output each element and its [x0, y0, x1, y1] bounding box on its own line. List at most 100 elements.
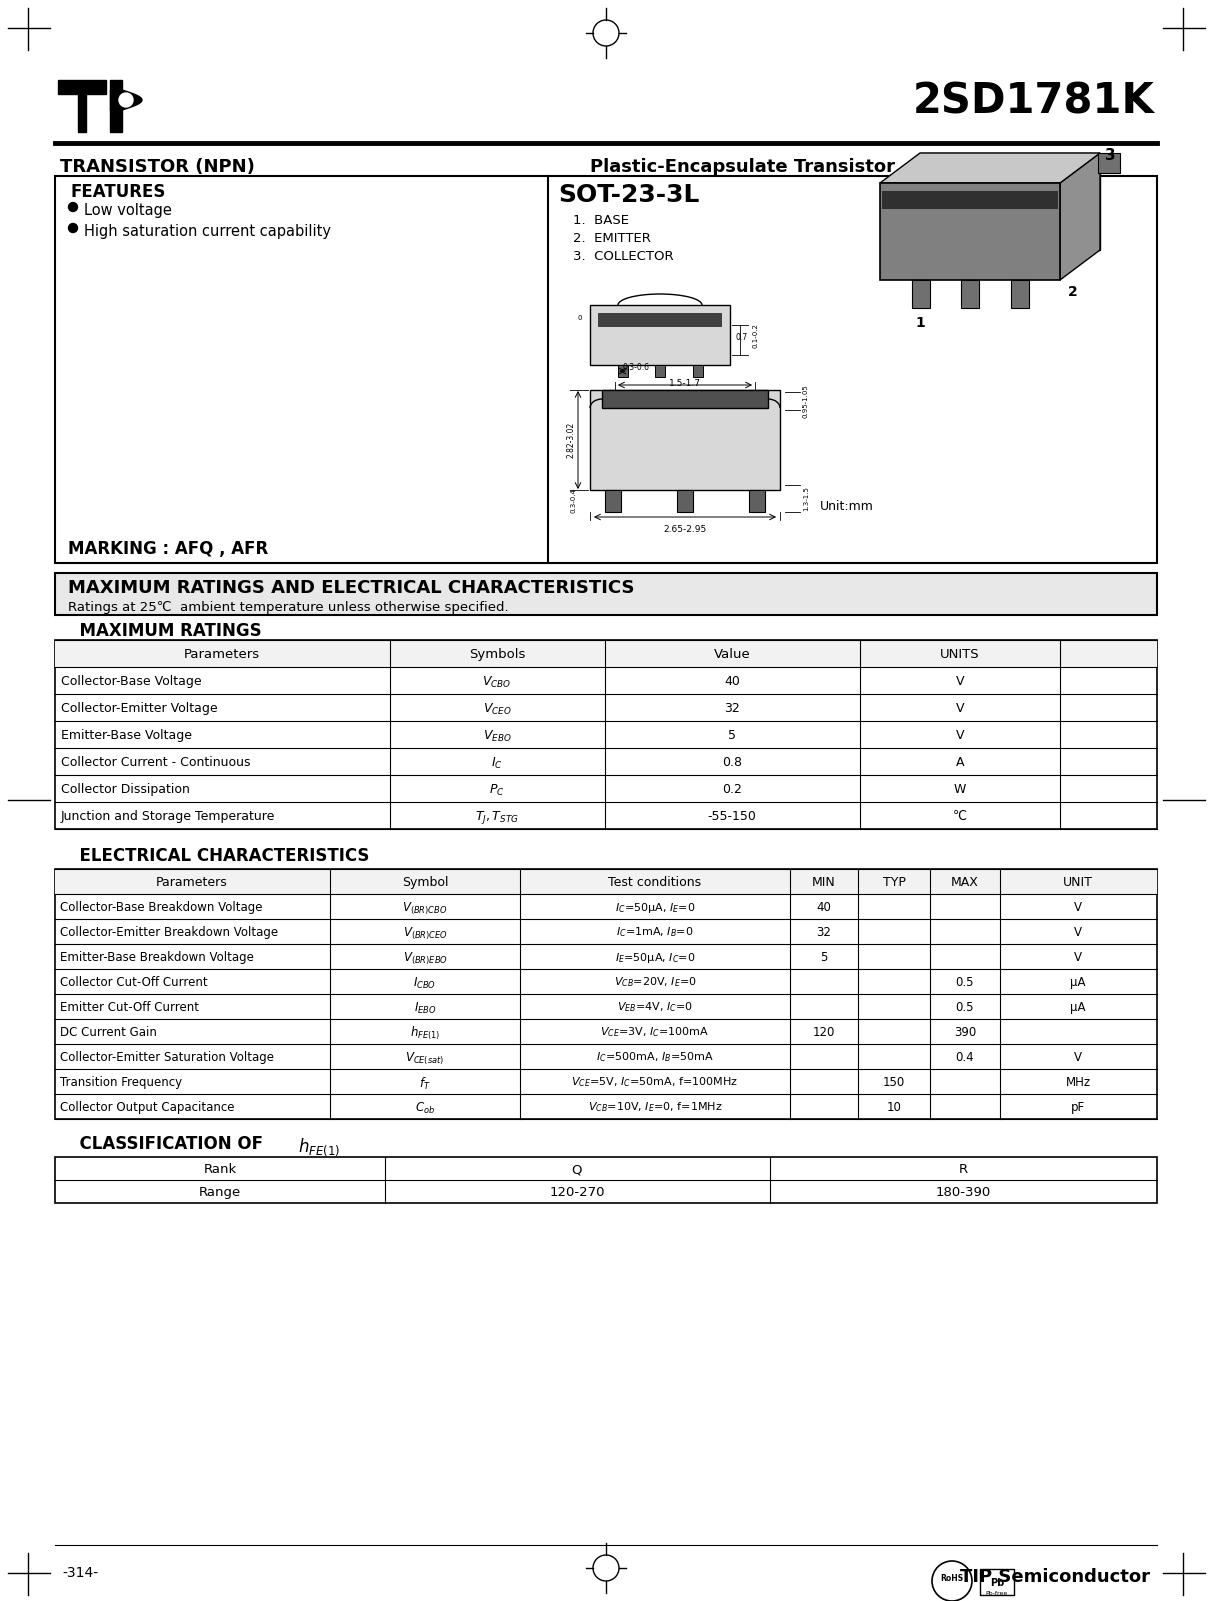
Polygon shape	[58, 80, 107, 131]
Text: $V_{CE}$=5V, $I_C$=50mA, f=100MHz: $V_{CE}$=5V, $I_C$=50mA, f=100MHz	[572, 1076, 739, 1089]
Text: 0.95-1.05: 0.95-1.05	[803, 384, 809, 418]
Bar	[110, 80, 122, 131]
Text: 5: 5	[820, 951, 827, 964]
Bar	[590, 391, 780, 490]
Text: 3.  COLLECTOR: 3. COLLECTOR	[573, 250, 673, 263]
Text: $h_{FE(1)}$: $h_{FE(1)}$	[409, 1025, 440, 1042]
Bar	[693, 365, 702, 376]
Text: $V_{CB}$=20V, $I_E$=0: $V_{CB}$=20V, $I_E$=0	[614, 975, 696, 989]
Text: 0: 0	[578, 315, 582, 320]
Bar	[606, 490, 621, 512]
Bar	[598, 314, 722, 327]
Text: MIN: MIN	[813, 876, 836, 889]
Text: Rank: Rank	[203, 1162, 236, 1177]
Text: $I_C$=50μA, $I_E$=0: $I_C$=50μA, $I_E$=0	[615, 900, 695, 914]
Text: High saturation current capability: High saturation current capability	[84, 224, 331, 239]
Text: R: R	[958, 1162, 968, 1177]
Text: V: V	[1074, 951, 1081, 964]
Text: 32: 32	[724, 701, 740, 716]
Text: Q: Q	[572, 1162, 582, 1177]
Text: Collector-Emitter Saturation Voltage: Collector-Emitter Saturation Voltage	[61, 1050, 274, 1065]
Text: Junction and Storage Temperature: Junction and Storage Temperature	[61, 810, 275, 823]
Bar	[110, 90, 122, 110]
Text: 0.2: 0.2	[722, 783, 742, 796]
Text: A: A	[955, 756, 964, 768]
Text: $C_{ob}$: $C_{ob}$	[415, 1101, 435, 1116]
Text: Collector-Emitter Voltage: Collector-Emitter Voltage	[61, 701, 218, 716]
Text: $V_{(BR)EBO}$: $V_{(BR)EBO}$	[402, 951, 447, 967]
Text: 0.7: 0.7	[735, 333, 747, 343]
Text: Pb-free: Pb-free	[986, 1590, 1008, 1596]
Bar	[590, 306, 730, 365]
Text: 0.8: 0.8	[722, 756, 742, 768]
Text: 10: 10	[886, 1101, 901, 1114]
Text: Emitter-Base Breakdown Voltage: Emitter-Base Breakdown Voltage	[61, 951, 254, 964]
Text: TRANSISTOR (NPN): TRANSISTOR (NPN)	[61, 158, 254, 176]
Text: $V_{CE(sat)}$: $V_{CE(sat)}$	[406, 1050, 444, 1066]
Bar	[655, 365, 665, 376]
Text: 120-270: 120-270	[550, 1186, 604, 1199]
Circle shape	[932, 1561, 972, 1601]
Text: Parameters: Parameters	[156, 876, 228, 889]
Text: 0.3-0.6: 0.3-0.6	[622, 363, 650, 371]
Text: Collector-Emitter Breakdown Voltage: Collector-Emitter Breakdown Voltage	[61, 925, 279, 940]
Text: $V_{(BR)CEO}$: $V_{(BR)CEO}$	[402, 925, 447, 941]
Text: $T_J,T_{STG}$: $T_J,T_{STG}$	[475, 809, 520, 826]
Bar	[980, 1569, 1014, 1595]
Text: Ratings at 25℃  ambient temperature unless otherwise specified.: Ratings at 25℃ ambient temperature unles…	[68, 600, 509, 615]
Bar	[618, 365, 627, 376]
Text: 1.3-1.5: 1.3-1.5	[803, 487, 809, 511]
Text: $V_{EBO}$: $V_{EBO}$	[483, 728, 511, 744]
Text: $I_C$=500mA, $I_B$=50mA: $I_C$=500mA, $I_B$=50mA	[596, 1050, 714, 1065]
Text: 120: 120	[813, 1026, 836, 1039]
Text: 0.1-0.2: 0.1-0.2	[752, 323, 758, 347]
Bar	[54, 573, 1157, 615]
Text: TIP Semiconductor: TIP Semiconductor	[960, 1567, 1150, 1587]
Text: MAXIMUM RATINGS: MAXIMUM RATINGS	[68, 623, 262, 640]
Text: Collector Output Capacitance: Collector Output Capacitance	[61, 1101, 235, 1114]
Text: $V_{CBO}$: $V_{CBO}$	[482, 676, 511, 690]
Text: 0.3-0.4: 0.3-0.4	[570, 488, 576, 514]
Text: μA: μA	[1071, 1001, 1086, 1013]
Text: Parameters: Parameters	[184, 648, 260, 661]
Text: 1: 1	[916, 315, 925, 330]
Text: RoHS: RoHS	[941, 1574, 964, 1582]
Text: $V_{CE}$=3V, $I_C$=100mA: $V_{CE}$=3V, $I_C$=100mA	[601, 1026, 710, 1039]
Text: pF: pF	[1071, 1101, 1085, 1114]
Text: $I_C$=1mA, $I_B$=0: $I_C$=1mA, $I_B$=0	[616, 925, 694, 940]
Text: MHz: MHz	[1066, 1076, 1091, 1089]
Text: TYP: TYP	[883, 876, 906, 889]
Text: W: W	[954, 783, 966, 796]
Text: 180-390: 180-390	[935, 1186, 991, 1199]
Bar	[920, 154, 1100, 250]
Text: MAXIMUM RATINGS AND ELECTRICAL CHARACTERISTICS: MAXIMUM RATINGS AND ELECTRICAL CHARACTER…	[68, 580, 635, 597]
Text: 2SD1781K: 2SD1781K	[913, 80, 1155, 122]
Bar	[1098, 154, 1120, 173]
Text: 1.5-1.7: 1.5-1.7	[668, 379, 701, 387]
Text: ℃: ℃	[953, 810, 968, 823]
Text: Test conditions: Test conditions	[608, 876, 701, 889]
Text: $V_{EB}$=4V, $I_C$=0: $V_{EB}$=4V, $I_C$=0	[618, 1001, 693, 1015]
Text: -55-150: -55-150	[707, 810, 757, 823]
Text: $V_{CEO}$: $V_{CEO}$	[483, 701, 511, 717]
Text: Transition Frequency: Transition Frequency	[61, 1076, 182, 1089]
Text: FEATURES: FEATURES	[70, 183, 166, 202]
Text: 2.65-2.95: 2.65-2.95	[664, 525, 707, 535]
Text: 40: 40	[724, 676, 740, 688]
Circle shape	[119, 93, 133, 107]
Text: 5: 5	[728, 728, 736, 741]
Text: 2.  EMITTER: 2. EMITTER	[573, 232, 650, 245]
Bar	[912, 280, 930, 307]
Text: 0.4: 0.4	[955, 1050, 975, 1065]
Circle shape	[69, 202, 78, 211]
Text: CLASSIFICATION OF: CLASSIFICATION OF	[68, 1135, 269, 1153]
Circle shape	[69, 224, 78, 232]
Polygon shape	[880, 154, 1100, 183]
Text: $I_{CBO}$: $I_{CBO}$	[413, 977, 436, 991]
Text: V: V	[955, 701, 964, 716]
Text: Symbol: Symbol	[402, 876, 448, 889]
Text: 150: 150	[883, 1076, 905, 1089]
Text: 0.5: 0.5	[955, 1001, 975, 1013]
Text: $h_{FE(1)}$: $h_{FE(1)}$	[298, 1137, 340, 1158]
Bar	[54, 1158, 1157, 1202]
